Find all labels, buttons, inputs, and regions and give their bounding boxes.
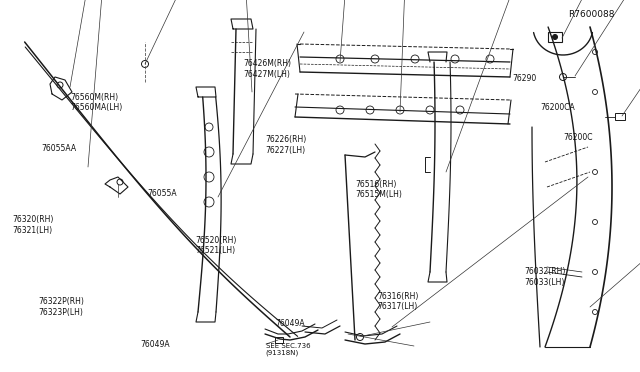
Text: 76560M(RH)
76560MA(LH): 76560M(RH) 76560MA(LH) xyxy=(70,93,123,112)
Text: 76032(RH)
76033(LH): 76032(RH) 76033(LH) xyxy=(525,267,566,287)
Text: 76055A: 76055A xyxy=(147,189,177,198)
Bar xyxy=(615,113,625,120)
Circle shape xyxy=(552,35,557,39)
Text: 76322P(RH)
76323P(LH): 76322P(RH) 76323P(LH) xyxy=(38,297,84,317)
Text: 76049A: 76049A xyxy=(140,340,170,349)
Text: 76226(RH)
76227(LH): 76226(RH) 76227(LH) xyxy=(266,135,307,155)
Text: 76520(RH)
76521(LH): 76520(RH) 76521(LH) xyxy=(195,236,237,255)
Bar xyxy=(275,337,283,343)
Text: SEE SEC.736
(91318N): SEE SEC.736 (91318N) xyxy=(266,343,310,356)
Text: 76316(RH)
76317(LH): 76316(RH) 76317(LH) xyxy=(378,292,419,311)
Bar xyxy=(548,32,562,42)
Text: 76426M(RH)
76427M(LH): 76426M(RH) 76427M(LH) xyxy=(243,59,291,78)
Text: R7600088: R7600088 xyxy=(568,10,614,19)
Text: 76200C: 76200C xyxy=(563,133,593,142)
Text: 76516(RH)
76515M(LH): 76516(RH) 76515M(LH) xyxy=(355,180,402,199)
Text: 76055AA: 76055AA xyxy=(42,144,77,153)
Text: 76200CA: 76200CA xyxy=(541,103,575,112)
Text: 76320(RH)
76321(LH): 76320(RH) 76321(LH) xyxy=(13,215,54,235)
Text: 76049A: 76049A xyxy=(275,319,305,328)
Text: 76290: 76290 xyxy=(512,74,536,83)
